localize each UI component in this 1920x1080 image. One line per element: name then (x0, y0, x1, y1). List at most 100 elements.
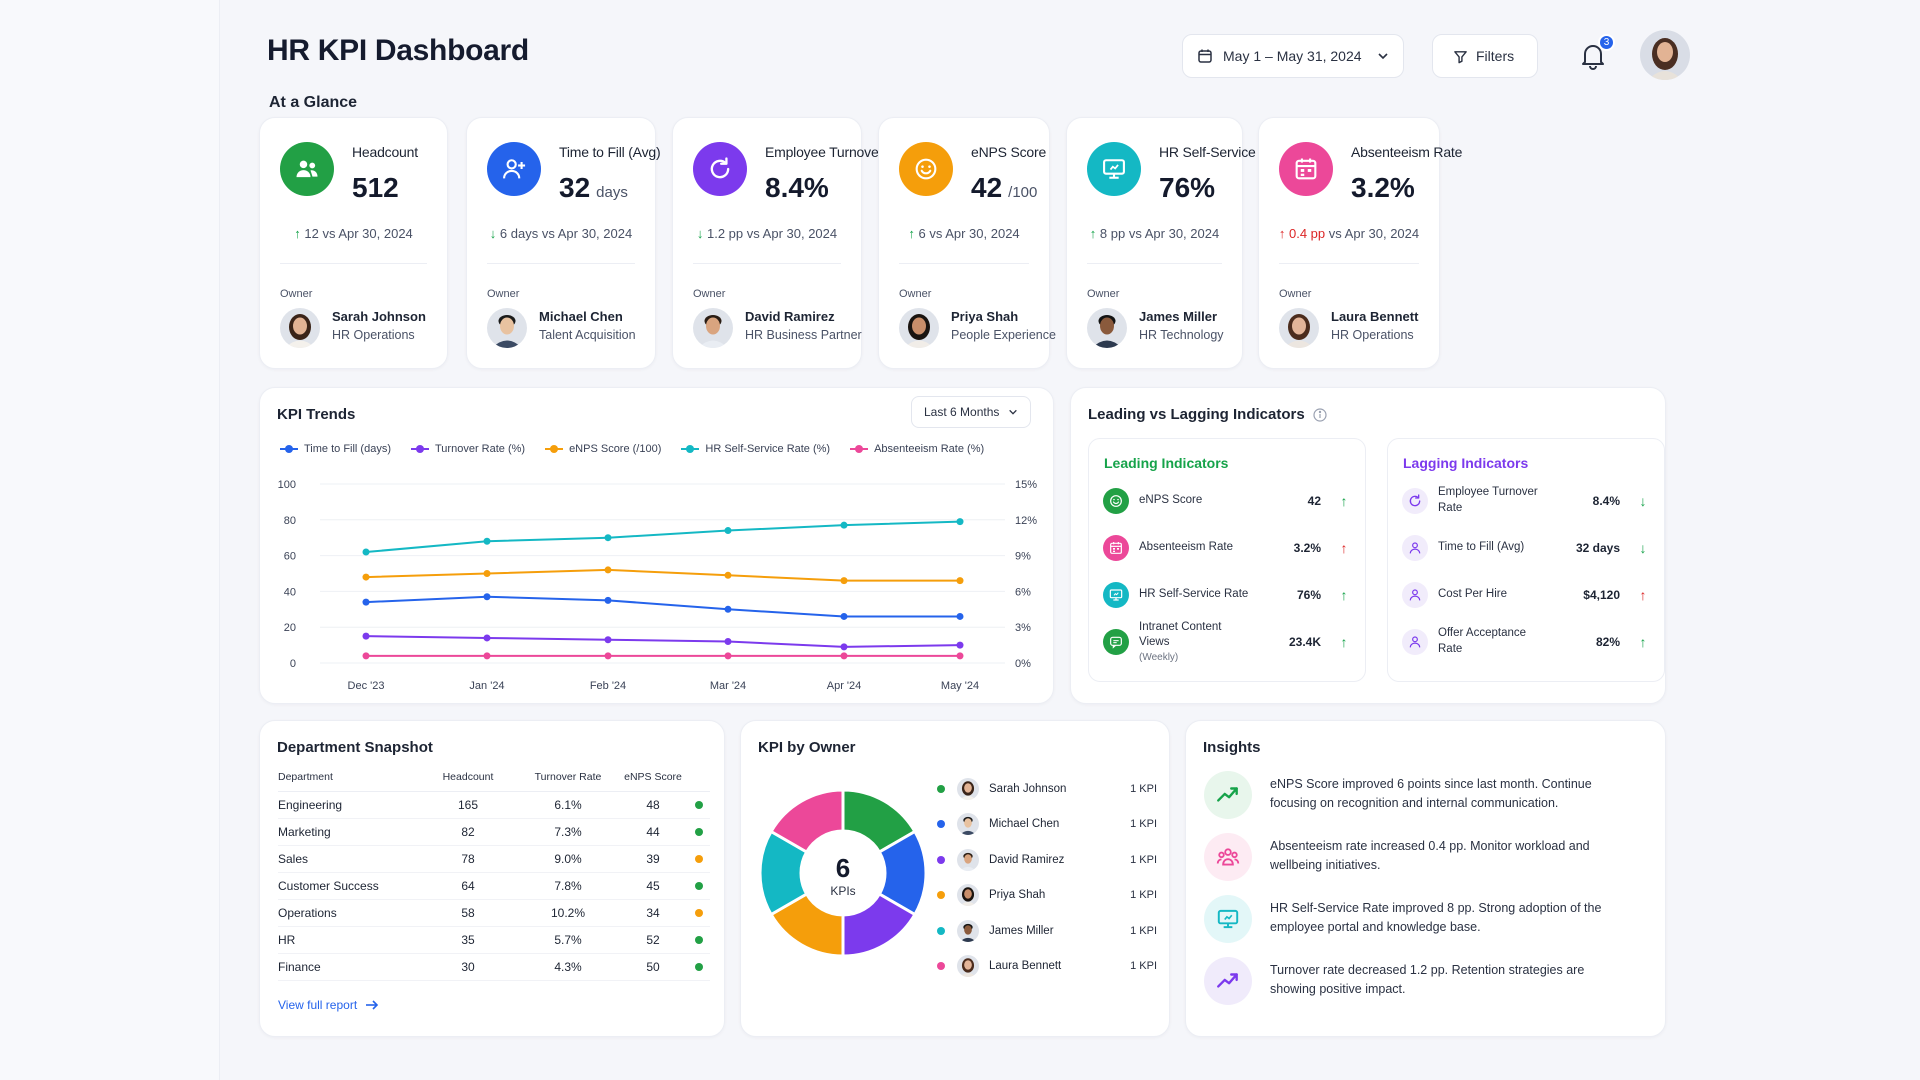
kpi-icon-badge (693, 142, 747, 196)
kpi-value-number: 512 (352, 172, 399, 203)
owner-kpi-count: 1 KPI (1130, 818, 1157, 831)
status-dot (695, 963, 703, 971)
user-avatar[interactable] (1640, 30, 1690, 80)
avatar-image (957, 884, 979, 907)
status-cell (688, 791, 710, 819)
date-range-label: May 1 – May 31, 2024 (1223, 48, 1362, 64)
legend-item[interactable]: HR Self-Service Rate (%) (681, 443, 830, 455)
kpi-card[interactable]: Time to Fill (Avg) 32 days ↓ 6 days vs Apr … (466, 117, 661, 369)
owner-list-item[interactable]: David Ramirez 1 KPI (937, 842, 1157, 878)
owner-label: Owner (1279, 288, 1312, 300)
info-icon[interactable] (1313, 407, 1327, 422)
table-row[interactable]: Engineering 165 6.1% 48 (278, 791, 710, 819)
dept-headcount: 64 (418, 872, 518, 900)
column-header: eNPS Score (618, 771, 688, 792)
filters-button[interactable]: Filters (1432, 34, 1538, 78)
kpi-card[interactable]: HR Self-Service Rate 76% ↑ 8 pp vs Apr 30,… (1066, 117, 1288, 369)
kpi-icon-badge (280, 142, 334, 196)
bell-icon[interactable] (1577, 40, 1609, 72)
owner-name: Priya Shah (951, 309, 1019, 324)
date-range-picker[interactable]: May 1 – May 31, 2024 (1182, 34, 1404, 78)
owner-list-item[interactable]: Michael Chen 1 KPI (937, 807, 1157, 843)
status-dot (695, 882, 703, 890)
status-cell (688, 845, 710, 873)
owner-name: David Ramirez (989, 853, 1065, 866)
view-full-report-link[interactable]: View full report (278, 998, 379, 1012)
series-line (365, 520, 961, 554)
owner-role: HR Operations (1331, 328, 1414, 342)
monitor-icon (1217, 909, 1239, 929)
trend-range-select[interactable]: Last 6 Months (911, 396, 1031, 428)
indicator-icon-badge (1103, 582, 1129, 608)
status-cell (688, 818, 710, 846)
legend-label: Time to Fill (days) (304, 443, 391, 455)
legend-item[interactable]: Absenteeism Rate (%) (850, 443, 984, 455)
table-row[interactable]: Customer Success 64 7.8% 45 (278, 872, 710, 900)
legend-item[interactable]: Time to Fill (days) (280, 443, 391, 455)
kpi-card[interactable]: Headcount 512 ↑ 12 vs Apr 30, 2024 Owner Sar… (259, 117, 448, 369)
data-point (840, 612, 848, 620)
indicator-name: Time to Fill (Avg) (1438, 540, 1550, 556)
dept-turnover: 7.3% (518, 818, 618, 846)
kpi-delta-value: 6 days (499, 226, 539, 241)
donut-slice[interactable] (769, 788, 845, 855)
avatar-image (957, 813, 979, 836)
delta-arrow-icon: ↑ (1089, 226, 1097, 241)
kpi-value-number: 42 (971, 172, 1003, 203)
kpi-title: Time to Fill (Avg) (559, 144, 661, 160)
kpi-card[interactable]: Employee Turnover Rate 8.4% ↓ 1.2 pp vs Ap… (672, 117, 916, 369)
owner-name: Sarah Johnson (989, 782, 1067, 795)
data-point (724, 652, 732, 660)
indicator-value: 76% (1296, 588, 1321, 602)
indicator-value: 32 days (1575, 541, 1620, 555)
indicator-row[interactable]: Intranet Content Views (Weekly) 23.4K ↑ (1103, 621, 1351, 663)
indicator-row[interactable]: Cost Per Hire $4,120 ↑ (1402, 577, 1650, 613)
insight-item: eNPS Score improved 6 points since last … (1204, 771, 1624, 819)
avatar-image (957, 919, 979, 942)
indicator-row[interactable]: Offer Acceptance Rate 82% ↑ (1402, 624, 1650, 660)
indicator-arrow-icon: ↓ (1639, 540, 1647, 556)
kpi-compare: vs Apr 30, 2024 (746, 226, 838, 241)
indicator-row[interactable]: Absenteeism Rate 3.2% ↑ (1103, 530, 1351, 566)
owner-name: James Miller (1139, 309, 1218, 324)
indicator-name: HR Self-Service Rate (1139, 587, 1251, 603)
indicator-row[interactable]: HR Self-Service Rate 76% ↑ (1103, 577, 1351, 613)
owner-list-item[interactable]: Priya Shah 1 KPI (937, 878, 1157, 914)
y-tick-label: 60 (284, 551, 296, 563)
table-row[interactable]: Sales 78 9.0% 39 (278, 845, 710, 873)
dept-enps: 52 (618, 926, 688, 954)
indicator-row[interactable]: Employee Turnover Rate 8.4% ↓ (1402, 483, 1650, 519)
calendar-icon (1198, 49, 1212, 63)
owner-list-item[interactable]: Laura Bennett 1 KPI (937, 949, 1157, 985)
kpi-card[interactable]: Absenteeism Rate 3.2% ↑ 0.4 pp vs Apr 30, … (1258, 117, 1462, 369)
owner-list-item[interactable]: Sarah Johnson 1 KPI (937, 771, 1157, 807)
legend-item[interactable]: Turnover Rate (%) (411, 443, 525, 455)
data-point (956, 612, 964, 620)
kpi-value: 3.2% (1351, 172, 1421, 204)
user-icon (1409, 589, 1421, 601)
indicator-row[interactable]: Time to Fill (Avg) 32 days ↓ (1402, 530, 1650, 566)
table-row[interactable]: Finance 30 4.3% 50 (278, 953, 710, 981)
table-row[interactable]: Operations 58 10.2% 34 (278, 899, 710, 927)
status-dot (695, 801, 703, 809)
indicator-name-text: Absenteeism Rate (1139, 541, 1233, 554)
kpi-value: 42/100 (971, 172, 1037, 204)
status-header (688, 771, 710, 792)
data-point (956, 577, 964, 585)
dept-turnover: 9.0% (518, 845, 618, 873)
kpi-card[interactable]: eNPS Score 42/100 ↑ 6 vs Apr 30, 2024 Owner… (878, 117, 1056, 369)
indicator-row[interactable]: eNPS Score 42 ↑ (1103, 483, 1351, 519)
chat-icon (1110, 636, 1122, 649)
data-point (483, 652, 491, 660)
insight-icon-badge (1204, 771, 1252, 819)
owner-color-dot (937, 891, 945, 900)
owner-list-item[interactable]: James Miller 1 KPI (937, 913, 1157, 949)
users-icon (296, 160, 318, 178)
kpi-delta-value: 8 pp (1099, 226, 1126, 241)
legend-item[interactable]: eNPS Score (/100) (545, 443, 661, 455)
table-row[interactable]: HR 35 5.7% 52 (278, 926, 710, 954)
kpi-icon-badge (1087, 142, 1141, 196)
table-row[interactable]: Marketing 82 7.3% 44 (278, 818, 710, 846)
data-point (956, 641, 964, 649)
owner-avatar (899, 308, 939, 348)
